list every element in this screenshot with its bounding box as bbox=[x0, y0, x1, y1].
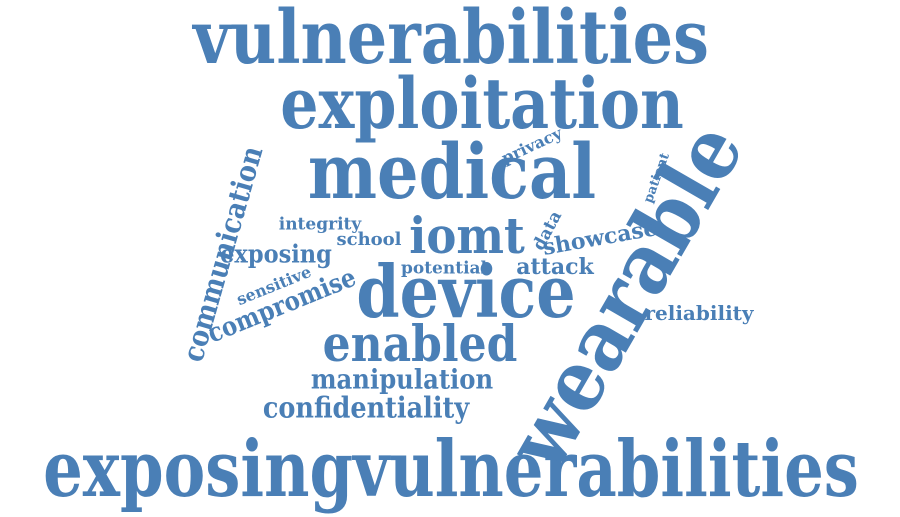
word-exploitation: exploitation bbox=[280, 62, 684, 145]
word-exposingvulnerabilities: exposingvulnerabilities bbox=[43, 424, 859, 515]
word-potential: potential bbox=[400, 258, 488, 279]
word-device: device bbox=[356, 249, 576, 334]
word-exposing: exposing bbox=[220, 239, 332, 269]
word-medical: medical bbox=[307, 127, 597, 216]
word-integrity: integrity bbox=[278, 214, 362, 235]
word-confidentiality: confidentiality bbox=[262, 390, 470, 425]
word-manipulation: manipulation bbox=[310, 364, 494, 396]
word-enabled: enabled bbox=[322, 314, 518, 373]
word-iomt: iomt bbox=[409, 206, 525, 265]
word-reliability: reliability bbox=[644, 301, 754, 325]
word-vulnerabilities: vulnerabilities bbox=[193, 0, 709, 81]
word-school: school bbox=[336, 229, 402, 250]
word-attack: attack bbox=[516, 254, 594, 280]
